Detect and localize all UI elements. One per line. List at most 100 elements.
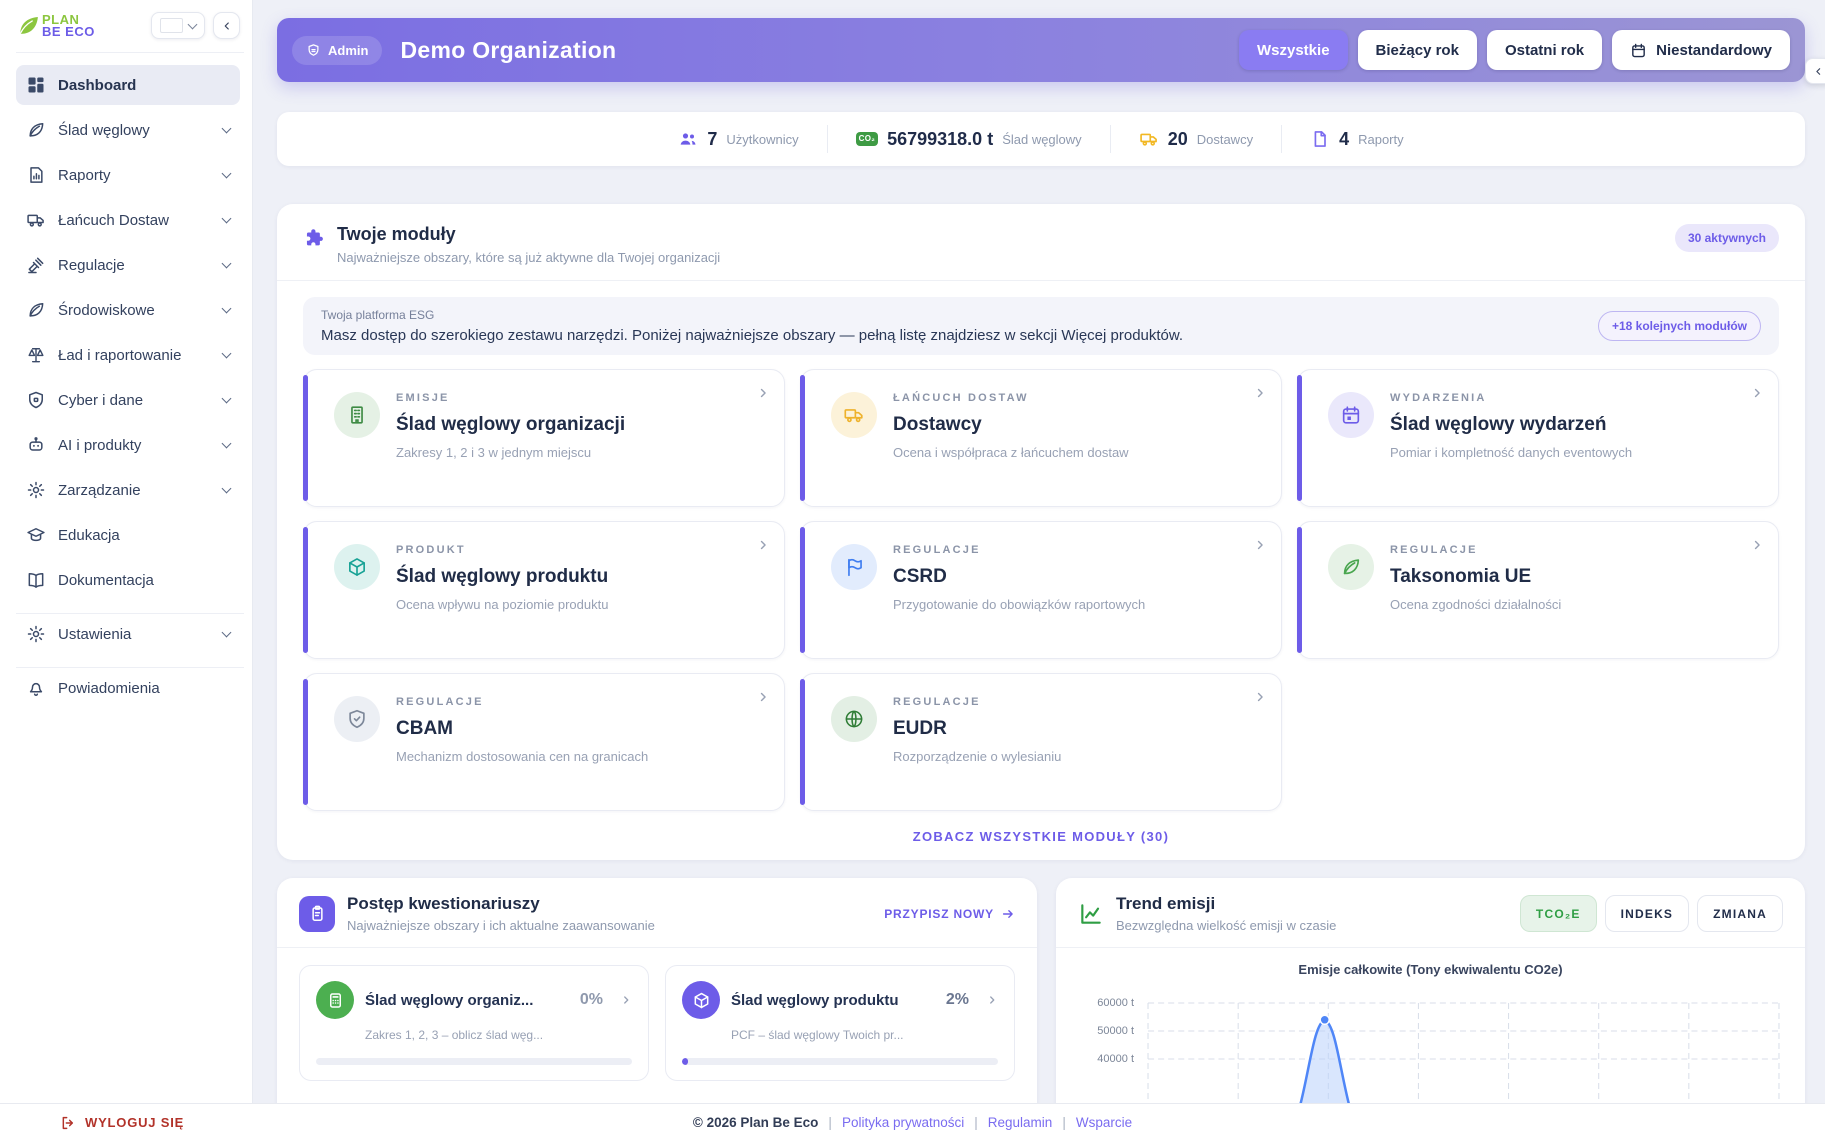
module-card-eudr[interactable]: REGULACJE EUDR Rozporządzenie o wylesian…: [800, 673, 1282, 811]
modules-subtitle: Najważniejsze obszary, które są już akty…: [337, 250, 720, 265]
brand-logo[interactable]: PLAN BE ECO: [16, 13, 95, 38]
chevron-right-icon: [986, 994, 998, 1006]
logout-icon: [60, 1115, 76, 1131]
module-card-produkt[interactable]: PRODUKT Ślad węglowy produktu Ocena wpły…: [303, 521, 785, 659]
sidebar-item-powiadomienia[interactable]: Powiadomienia: [16, 668, 240, 708]
see-all-modules-link[interactable]: ZOBACZ WSZYSTKIE MODUŁY (30): [303, 829, 1779, 844]
sidebar-item-raporty[interactable]: Raporty: [16, 155, 240, 195]
module-category: REGULACJE: [893, 544, 1145, 556]
terms-link[interactable]: Regulamin: [988, 1115, 1053, 1130]
module-card-csrd[interactable]: REGULACJE CSRD Przygotowanie do obowiązk…: [800, 521, 1282, 659]
tco2e-button[interactable]: TCO₂E: [1520, 895, 1597, 932]
sidebar-item-label: Raporty: [58, 167, 111, 184]
sidebar-item-regulacje[interactable]: Regulacje: [16, 245, 240, 285]
privacy-policy-link[interactable]: Polityka prywatności: [842, 1115, 964, 1130]
y-axis-tick-label: 50000 t: [1097, 1025, 1134, 1037]
filter-ostatni-rok-button[interactable]: Ostatni rok: [1487, 30, 1602, 70]
language-selector[interactable]: [151, 12, 205, 39]
sidebar-item-label: Zarządzanie: [58, 482, 141, 499]
chevron-right-icon: [756, 690, 770, 704]
panel-collapse-button[interactable]: [1805, 58, 1825, 84]
modules-section: Twoje moduły Najważniejsze obszary, któr…: [277, 204, 1805, 860]
filter-wszystkie-button[interactable]: Wszystkie: [1239, 30, 1348, 70]
sidebar-item-label: Dokumentacja: [58, 572, 154, 589]
sidebar-item-ai-i-produkty[interactable]: AI i produkty: [16, 425, 240, 465]
footer-separator: |: [1062, 1115, 1066, 1130]
sidebar-collapse-button[interactable]: [213, 12, 240, 39]
esg-platform-banner: Twoja platforma ESG Masz dostęp do szero…: [303, 297, 1779, 355]
module-subtitle: Przygotowanie do obowiązków raportowych: [893, 597, 1145, 612]
questionnaire-card-organizacja[interactable]: Ślad węglowy organiz... 0% Zakres 1, 2, …: [299, 965, 649, 1081]
module-card-cbam[interactable]: REGULACJE CBAM Mechanizm dostosowania ce…: [303, 673, 785, 811]
sidebar-item-edukacja[interactable]: Edukacja: [16, 515, 240, 555]
scales-icon: [26, 345, 46, 365]
copyright-text: © 2026 Plan Be Eco: [693, 1115, 819, 1130]
sidebar-item-label: AI i produkty: [58, 437, 141, 454]
chart-y-axis-labels: 60000 t50000 t40000 t: [1078, 989, 1144, 1114]
puzzle-icon: [303, 227, 325, 249]
truck-icon: [26, 210, 46, 230]
questionnaire-card-produkt[interactable]: Ślad węglowy produktu 2% PCF – ślad węgl…: [665, 965, 1015, 1081]
questionnaire-card-top: Ślad węglowy produktu 2%: [682, 981, 998, 1019]
sidebar-item-lad-i-raportowanie[interactable]: Ład i raportowanie: [16, 335, 240, 375]
support-link[interactable]: Wsparcie: [1076, 1115, 1132, 1130]
sidebar-item-cyber-i-dane[interactable]: Cyber i dane: [16, 380, 240, 420]
sidebar-item-lancuch-dostaw[interactable]: Łańcuch Dostaw: [16, 200, 240, 240]
chevron-right-icon: [1253, 386, 1267, 400]
questionnaire-card-top: Ślad węglowy organiz... 0%: [316, 981, 632, 1019]
sidebar-item-ustawienia[interactable]: Ustawienia: [16, 614, 240, 654]
sidebar-item-zarzadzanie[interactable]: Zarządzanie: [16, 470, 240, 510]
sidebar-item-dokumentacja[interactable]: Dokumentacja: [16, 560, 240, 600]
chevron-down-icon: [222, 168, 232, 178]
assign-new-link[interactable]: PRZYPISZ NOWY: [884, 907, 1015, 921]
emission-chart: 60000 t50000 t40000 t: [1078, 989, 1783, 1114]
co2-icon: CO₂: [856, 132, 878, 146]
module-card-emisje[interactable]: EMISJE Ślad węglowy organizacji Zakresy …: [303, 369, 785, 507]
sidebar-item-dashboard[interactable]: Dashboard: [16, 65, 240, 105]
modules-header-text: Twoje moduły Najważniejsze obszary, któr…: [337, 224, 720, 265]
logo-text: PLAN BE ECO: [42, 14, 95, 38]
chevron-down-icon: [222, 393, 232, 403]
chevron-left-icon: [221, 20, 233, 32]
sidebar-item-label: Ślad węglowy: [58, 122, 150, 139]
module-card-taksonomia[interactable]: REGULACJE Taksonomia UE Ocena zgodności …: [1297, 521, 1779, 659]
stat-reports: 4 Raporty: [1281, 125, 1432, 153]
module-card-wydarzenia[interactable]: WYDARZENIA Ślad węglowy wydarzeń Pomiar …: [1297, 369, 1779, 507]
period-filters: Wszystkie Bieżący rok Ostatni rok Niesta…: [1239, 30, 1790, 70]
questionnaire-card-subtitle: PCF – ślad węglowy Twoich pr...: [731, 1028, 998, 1042]
emission-trend-panel: Trend emisji Bezwzględna wielkość emisji…: [1056, 878, 1805, 1133]
module-category: REGULACJE: [893, 696, 1061, 708]
cube-icon: [682, 981, 720, 1019]
zmiana-button[interactable]: ZMIANA: [1697, 895, 1783, 932]
chart-title: Emisje całkowite (Tony ekwiwalentu CO2e): [1078, 962, 1783, 977]
stat-value: 7: [707, 129, 717, 150]
filter-biezacy-rok-button[interactable]: Bieżący rok: [1358, 30, 1477, 70]
module-card-body: REGULACJE CSRD Przygotowanie do obowiązk…: [893, 544, 1145, 636]
sidebar-item-label: Cyber i dane: [58, 392, 143, 409]
sidebar-item-srodowiskowe[interactable]: Środowiskowe: [16, 290, 240, 330]
sidebar-item-slad-weglowy[interactable]: Ślad węglowy: [16, 110, 240, 150]
stat-label: Użytkownicy: [726, 132, 798, 147]
module-card-body: PRODUKT Ślad węglowy produktu Ocena wpły…: [396, 544, 608, 636]
logout-button[interactable]: WYLOGUJ SIĘ: [60, 1115, 184, 1131]
stat-carbon-footprint: CO₂ 56799318.0 t Ślad węglowy: [827, 125, 1110, 153]
report-icon: [26, 165, 46, 185]
sidebar-item-label: Regulacje: [58, 257, 125, 274]
module-category: EMISJE: [396, 392, 625, 404]
module-subtitle: Pomiar i kompletność danych eventowych: [1390, 445, 1632, 460]
truck-icon: [831, 392, 877, 438]
module-card-dostawcy[interactable]: ŁAŃCUCH DOSTAW Dostawcy Ocena i współpra…: [800, 369, 1282, 507]
gear-icon: [26, 624, 46, 644]
banner-text-block: Twoja platforma ESG Masz dostęp do szero…: [321, 308, 1183, 344]
questionnaire-progress-panel: Postęp kwestionariuszy Najważniejsze obs…: [277, 878, 1037, 1133]
chart-plot-area: [1144, 989, 1783, 1114]
summary-stats-bar: 7 Użytkownicy CO₂ 56799318.0 t Ślad węgl…: [277, 112, 1805, 166]
app-root: PLAN BE ECO Dashboard Ślad węglowy: [0, 0, 1825, 1141]
building-icon: [334, 392, 380, 438]
divider: [277, 947, 1037, 948]
filter-niestandardowy-button[interactable]: Niestandardowy: [1612, 30, 1790, 70]
more-modules-badge[interactable]: +18 kolejnych modułów: [1598, 311, 1761, 341]
chevron-left-icon: [1813, 66, 1824, 77]
indeks-button[interactable]: INDEKS: [1605, 895, 1690, 932]
modules-header: Twoje moduły Najważniejsze obszary, któr…: [303, 224, 1779, 265]
